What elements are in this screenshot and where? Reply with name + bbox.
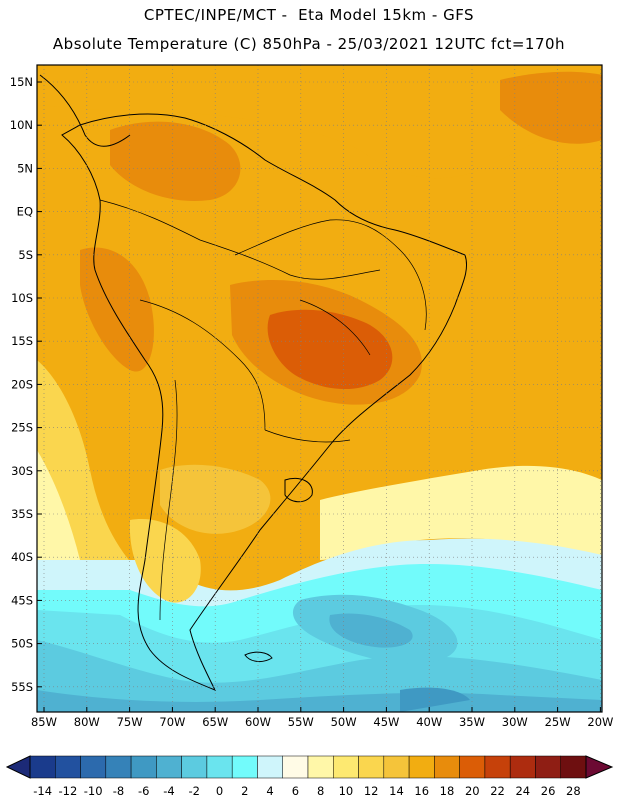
colorbar-label: 26: [541, 784, 556, 798]
colorbar-box: [130, 755, 157, 779]
colorbar-box: [156, 755, 182, 779]
colorbar-labels: -14 -12 -10 -8 -6 -4 -2 0 2 4 6 8 10 12 14 16 18 20 22 24 26…: [33, 784, 580, 798]
colorbar-box: [105, 755, 132, 779]
lon-label: 30W: [502, 715, 528, 729]
lon-label: 80W: [74, 715, 100, 729]
lon-label: 75W: [117, 715, 143, 729]
lon-label: 70W: [159, 715, 185, 729]
lon-label: 35W: [459, 715, 485, 729]
colorbar-box: [358, 755, 385, 779]
colorbar-box: [29, 755, 56, 779]
lat-label: 15N: [10, 75, 33, 89]
colorbar-label: -8: [113, 784, 124, 798]
colorbar-box: [383, 755, 410, 779]
colorbar-label: 4: [266, 784, 273, 798]
colorbar-box: [459, 755, 486, 779]
coastline: [39, 74, 468, 691]
colorbar-box: [257, 755, 283, 779]
border-brazil-states: [234, 219, 427, 331]
colorbar-label: 28: [566, 784, 581, 798]
map-frame: [36, 64, 603, 713]
lon-label: 20W: [587, 715, 613, 729]
lat-label: 55S: [11, 680, 33, 694]
colorbar-box: [181, 755, 208, 779]
lat-label: 30S: [11, 464, 33, 478]
lat-label: 10N: [10, 118, 33, 132]
lon-label: 50W: [331, 715, 357, 729]
border-brazil-internal: [299, 299, 371, 356]
lat-label: EQ: [17, 205, 33, 219]
lon-label: 45W: [373, 715, 399, 729]
colorbar-label: -10: [84, 784, 103, 798]
lon-label: 65W: [202, 715, 228, 729]
colorbar-label: -12: [59, 784, 78, 798]
colorbar-box: [333, 755, 359, 779]
colorbar-box: [535, 755, 561, 779]
colorbar-label: 20: [465, 784, 480, 798]
colorbar-label: -2: [189, 784, 200, 798]
colorbar-label: 2: [241, 784, 248, 798]
colorbar-over-arrow: [585, 755, 614, 779]
lon-label: 40W: [416, 715, 442, 729]
colorbar-label: 22: [490, 784, 505, 798]
colorbar-label: -6: [138, 784, 149, 798]
colorbar-label: 6: [292, 784, 299, 798]
colorbar-box: [434, 755, 460, 779]
border-paraguay: [264, 429, 351, 443]
colorbar-boxes: [29, 755, 587, 779]
lat-label: 15S: [11, 334, 33, 348]
colorbar-box: [80, 755, 107, 779]
country-borders: [99, 199, 427, 621]
lon-label: 55W: [288, 715, 314, 729]
central-america-coast: [39, 74, 131, 147]
lon-label: 60W: [245, 715, 271, 729]
colorbar-label: 18: [440, 784, 455, 798]
longitude-labels: 85W 80W 75W 70W 65W 60W 55W 50W 45W 40W 35W 30W 25W 2…: [31, 707, 613, 729]
colorbar-label: -4: [163, 784, 174, 798]
colorbar-under-arrow: [5, 755, 31, 779]
map-title-line-2: Absolute Temperature (C) 850hPa - 25/03/…: [52, 35, 566, 53]
map-title-line-1: CPTEC/INPE/MCT - Eta Model 15km - GFS: [143, 6, 475, 24]
border-bolivia: [139, 299, 266, 431]
south-america-coast: [61, 113, 468, 691]
lat-label: 25S: [11, 421, 33, 435]
lat-label: 35S: [11, 507, 33, 521]
colorbar-label: 24: [515, 784, 530, 798]
colorbar-box: [408, 755, 435, 779]
lat-label: 50S: [11, 637, 33, 651]
colorbar-label: 10: [339, 784, 354, 798]
colorbar-label: 14: [389, 784, 404, 798]
colorbar-label: 0: [216, 784, 223, 798]
lon-label: 25W: [545, 715, 571, 729]
lat-label: 20S: [11, 377, 33, 391]
uruguay-outline: [284, 477, 313, 503]
lat-label: 5S: [18, 248, 33, 262]
colorbar-box: [55, 755, 81, 779]
colorbar-label: -14: [33, 784, 52, 798]
lat-label: 40S: [11, 550, 33, 564]
colorbar-box: [484, 755, 511, 779]
border-northern: [99, 199, 381, 280]
falkland-islands: [244, 651, 273, 663]
colorbar-box: [282, 755, 309, 779]
temperature-field: [37, 65, 602, 712]
border-chile-argentina: [159, 379, 178, 621]
lat-label: 10S: [11, 291, 33, 305]
lat-label: 45S: [11, 593, 33, 607]
colorbar-label: 12: [364, 784, 379, 798]
colorbar-box: [307, 755, 334, 779]
colorbar-box: [231, 755, 258, 779]
colorbar-box: [206, 755, 233, 779]
colorbar-box: [560, 755, 587, 779]
lat-label: 5N: [17, 161, 33, 175]
lon-label: 85W: [31, 715, 57, 729]
colorbar-label: 8: [317, 784, 324, 798]
latitude-labels: 15N 10N 5N EQ 5S 10S 15S 20S 25S 30S 35S 40S 45S 50S 5…: [10, 75, 42, 694]
colorbar-label: 16: [414, 784, 429, 798]
colorbar-box: [509, 755, 536, 779]
